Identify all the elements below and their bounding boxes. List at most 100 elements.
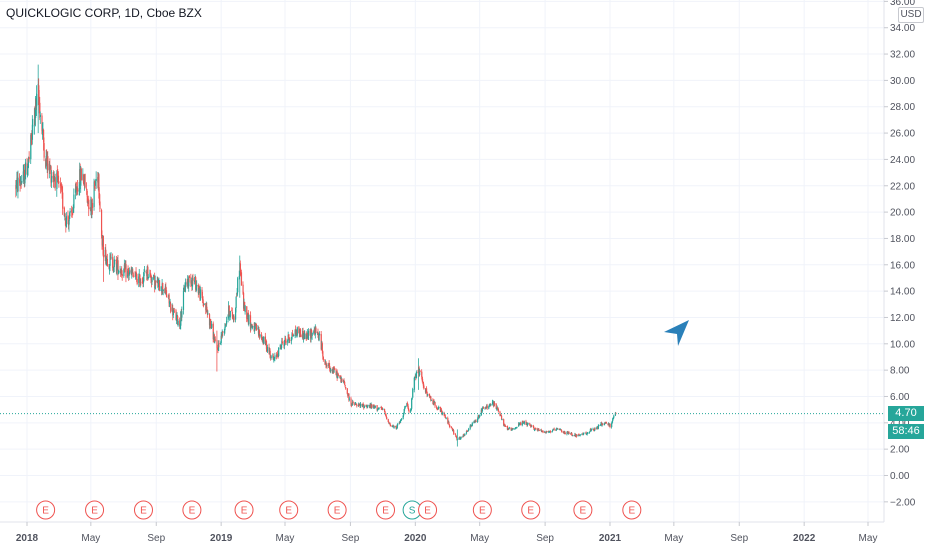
candle-body	[520, 422, 522, 426]
candle-body	[366, 406, 369, 408]
candle-body	[78, 189, 80, 192]
candle-body	[322, 351, 324, 357]
candle-body	[500, 415, 503, 420]
candle-body	[235, 308, 237, 320]
candle-body	[504, 425, 506, 427]
candle-body	[573, 435, 576, 437]
earnings-event-marker[interactable]: E	[279, 500, 299, 520]
arrow-marker-icon[interactable]	[664, 320, 689, 346]
earnings-event-marker[interactable]: E	[376, 500, 396, 520]
time-tick-label: Sep	[730, 533, 748, 544]
candle-body	[196, 285, 198, 287]
candle-body	[110, 256, 112, 258]
candle-body	[157, 282, 160, 288]
candle-body	[527, 423, 529, 426]
candle-body	[611, 423, 613, 428]
candle-body	[121, 274, 123, 277]
candle-body	[291, 334, 293, 339]
candle-body	[388, 421, 390, 424]
candle-body	[56, 172, 58, 189]
event-label: E	[285, 506, 292, 517]
earnings-event-marker[interactable]: E	[85, 500, 105, 520]
candle-body	[343, 380, 345, 382]
candle-body	[451, 427, 453, 429]
candle-body	[497, 408, 500, 412]
candle-body	[453, 430, 455, 434]
price-axis-panel[interactable]	[884, 0, 932, 550]
earnings-event-marker[interactable]: E	[327, 500, 347, 520]
candle-body	[239, 263, 242, 272]
candle-body	[506, 426, 509, 430]
earnings-event-marker[interactable]: E	[622, 500, 642, 520]
earnings-event-marker[interactable]: E	[573, 500, 593, 520]
earnings-event-marker[interactable]: E	[133, 500, 153, 520]
candle-body	[192, 277, 194, 281]
event-label: E	[140, 506, 147, 517]
candle-body	[411, 398, 413, 409]
drawings[interactable]	[664, 320, 689, 346]
candle-body	[396, 424, 398, 428]
candle-body	[422, 381, 424, 386]
event-label: E	[479, 506, 486, 517]
candle-body	[320, 334, 322, 350]
candle-body	[60, 183, 62, 186]
candle-body	[128, 271, 130, 276]
earnings-event-marker[interactable]: E	[234, 500, 254, 520]
candle-body	[465, 431, 468, 434]
price-tick-label: 22.00	[890, 181, 915, 192]
candle-body	[422, 381, 424, 383]
candle-body	[259, 334, 261, 337]
candle-body	[95, 182, 97, 184]
candle-body	[269, 350, 271, 358]
candle-body	[445, 417, 447, 419]
candle-body	[469, 425, 471, 429]
time-axis-panel[interactable]	[0, 522, 932, 550]
candle-body	[321, 343, 323, 351]
candle-body	[30, 135, 32, 160]
candle-body	[116, 264, 118, 271]
bar-countdown-label: 58:46	[888, 424, 924, 439]
candle-body	[220, 342, 222, 345]
earnings-event-marker[interactable]: E	[182, 500, 202, 520]
price-tick-label: 14.00	[890, 287, 915, 298]
candle-body	[512, 428, 514, 430]
candle-body	[135, 272, 137, 277]
currency-badge[interactable]: USD	[898, 7, 924, 23]
candle-body	[460, 436, 462, 439]
earnings-event-marker[interactable]: E	[521, 500, 541, 520]
candle-body	[587, 432, 589, 434]
time-tick-label: May	[276, 533, 295, 544]
candle-body	[93, 181, 95, 207]
candle-body	[233, 316, 235, 321]
symbol-title[interactable]: QUICKLOGIC CORP, 1D, Cboe BZX	[6, 6, 202, 20]
candle-body	[475, 420, 477, 423]
candle-body	[61, 188, 63, 190]
candle-body	[130, 268, 132, 273]
event-circle	[472, 500, 492, 520]
earnings-event-marker[interactable]: E	[36, 500, 56, 520]
candle-body	[222, 331, 224, 333]
earnings-event-marker[interactable]: E	[472, 500, 492, 520]
candle-body	[482, 407, 485, 409]
time-tick-label: 2020	[404, 533, 427, 544]
candle-body	[535, 428, 537, 430]
candle-body	[117, 270, 120, 274]
candle-body	[145, 272, 147, 274]
candle-body	[544, 432, 546, 433]
candle-body	[555, 428, 557, 431]
earnings-event-marker[interactable]: E	[418, 500, 438, 520]
candle-body	[395, 426, 397, 429]
candle-body	[285, 338, 287, 342]
event-label: E	[91, 506, 98, 517]
candle-body	[224, 326, 226, 331]
candle-body	[351, 403, 353, 406]
candle-body	[590, 429, 593, 431]
price-tick-label: 2.00	[890, 445, 910, 456]
candle-body	[404, 405, 406, 408]
candle-body	[393, 426, 395, 428]
candle-body	[39, 102, 41, 118]
candle-body	[264, 336, 267, 344]
candle-body	[28, 156, 30, 163]
candle-body	[458, 437, 460, 440]
